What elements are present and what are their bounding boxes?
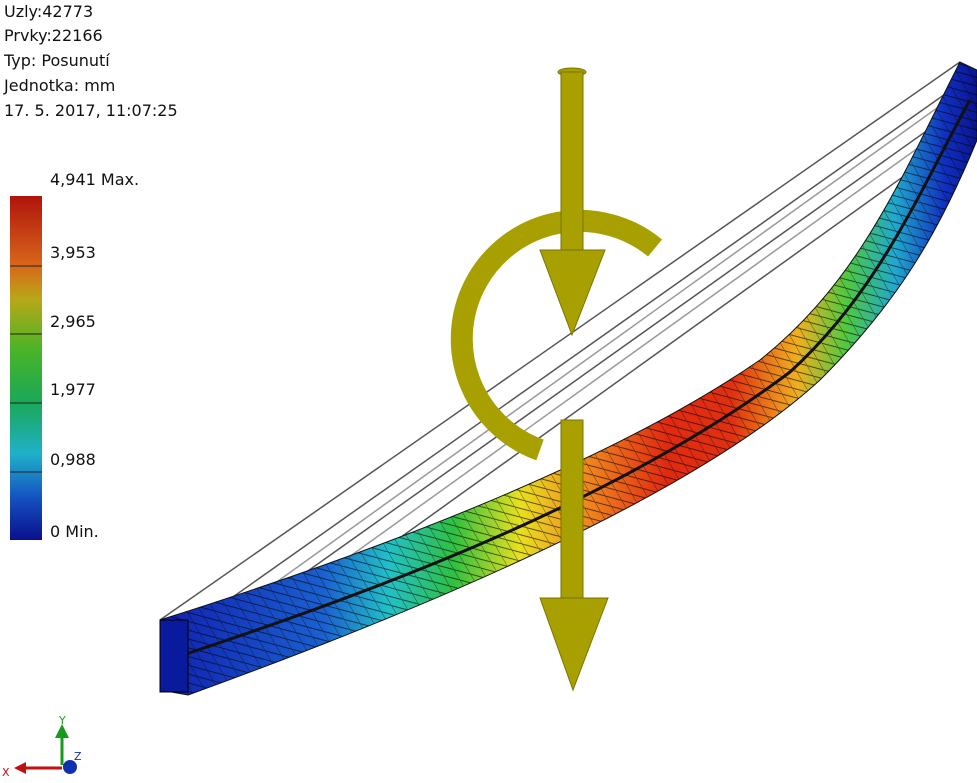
axis-z-label: Z [74,750,82,763]
viewport: Y X Z Uzly:42773 Prvky:22166 Typ: Posunu… [0,0,977,783]
info-unit: Jednotka: mm [4,76,115,96]
legend-label: 1,977 [50,380,96,399]
legend-label: 0,988 [50,450,96,469]
axis-x-label: X [2,766,10,779]
legend-label: 3,953 [50,243,96,262]
info-nodes: Uzly:42773 [4,2,93,22]
info-type: Typ: Posunutí [4,51,110,71]
axis-triad: Y X Z [2,714,82,779]
color-scale [10,196,42,540]
legend-label: 2,965 [50,312,96,331]
legend-label: 4,941 Max. [50,170,139,189]
legend-label: 0 Min. [50,522,99,541]
info-elements: Prvky:22166 [4,26,103,46]
info-date: 17. 5. 2017, 11:07:25 [4,101,178,121]
axis-y-label: Y [58,714,66,727]
